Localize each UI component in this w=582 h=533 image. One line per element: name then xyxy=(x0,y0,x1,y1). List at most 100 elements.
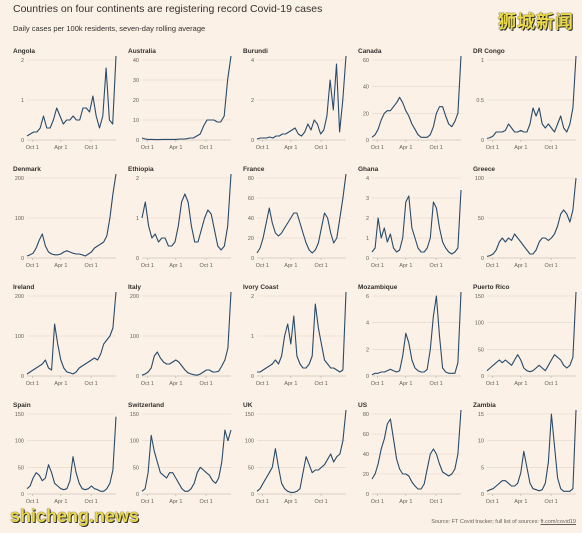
y-tick-label: 80 xyxy=(363,412,369,418)
x-tick-label: Apr 1 xyxy=(284,263,297,269)
y-tick-label: 20 xyxy=(363,111,369,117)
y-tick-label: 0 xyxy=(366,374,369,380)
x-tick-label: Apr 1 xyxy=(399,499,412,505)
panel-title: DR Congo xyxy=(473,48,505,55)
x-tick-label: Oct 1 xyxy=(430,499,443,505)
x-tick-label: Oct 1 xyxy=(545,263,558,269)
x-tick-label: Apr 1 xyxy=(54,263,67,269)
x-tick-label: Oct 1 xyxy=(256,145,269,151)
y-tick-label: 0 xyxy=(136,256,139,262)
watermark-logo-bottom: shicheng.news xyxy=(10,506,140,526)
y-tick-label: 50 xyxy=(478,216,484,222)
x-tick-label: Oct 1 xyxy=(256,381,269,387)
y-tick-label: 0 xyxy=(21,374,24,380)
x-tick-label: Apr 1 xyxy=(399,263,412,269)
x-tick-label: Oct 1 xyxy=(371,263,384,269)
y-tick-label: 100 xyxy=(475,176,484,182)
panel-title: Italy xyxy=(128,284,141,291)
source-note: Source: FT Covid tracker; full list of s… xyxy=(431,519,576,525)
series-line xyxy=(141,173,232,251)
source-link[interactable]: ft.com/covid19 xyxy=(540,519,576,525)
y-tick-label: 60 xyxy=(248,196,254,202)
y-tick-label: 200 xyxy=(15,176,24,182)
panel-italy: Italy 0 100 200 Oct 1 Apr 1 Oct 1 xyxy=(128,284,232,387)
panel-ghana: Ghana 0 1 2 3 4 Oct 1 Apr 1 Oct 1 xyxy=(358,166,462,269)
chart-subtitle: Daily cases per 100k residents, seven-da… xyxy=(13,24,206,33)
y-tick-label: 0 xyxy=(21,492,24,498)
x-tick-label: Apr 1 xyxy=(514,381,527,387)
y-tick-label: 20 xyxy=(248,236,254,242)
x-tick-label: Oct 1 xyxy=(315,381,328,387)
series-line xyxy=(26,291,117,375)
y-tick-label: 40 xyxy=(133,58,139,64)
y-tick-label: 0 xyxy=(136,374,139,380)
x-tick-label: Apr 1 xyxy=(54,145,67,151)
x-tick-label: Apr 1 xyxy=(169,381,182,387)
y-tick-label: 100 xyxy=(15,334,24,340)
series-line xyxy=(371,189,462,255)
x-tick-label: Apr 1 xyxy=(169,499,182,505)
y-tick-label: 2 xyxy=(251,294,254,300)
x-tick-label: Apr 1 xyxy=(169,145,182,151)
x-tick-label: Oct 1 xyxy=(26,263,39,269)
y-tick-label: 0 xyxy=(481,256,484,262)
panel-puerto-rico: Puerto Rico 0 50 100 150 Oct 1 Apr 1 Oct 1 xyxy=(473,284,577,387)
x-tick-label: Oct 1 xyxy=(85,145,98,151)
series-line xyxy=(486,55,577,139)
y-tick-label: 100 xyxy=(130,439,139,445)
x-tick-label: Apr 1 xyxy=(284,499,297,505)
x-tick-label: Apr 1 xyxy=(54,499,67,505)
y-tick-label: 1 xyxy=(251,334,254,340)
panel-ivory-coast: Ivory Coast 0 1 2 Oct 1 Apr 1 Oct 1 xyxy=(243,284,347,387)
x-tick-label: Oct 1 xyxy=(26,145,39,151)
y-tick-label: 1 xyxy=(481,58,484,64)
y-tick-label: 0 xyxy=(136,138,139,144)
x-tick-label: Oct 1 xyxy=(141,263,154,269)
panel-greece: Greece 0 50 100 Oct 1 Apr 1 Oct 1 xyxy=(473,166,577,269)
x-tick-label: Oct 1 xyxy=(315,263,328,269)
y-tick-label: 200 xyxy=(130,294,139,300)
source-prefix: Source: FT Covid tracker; full list of s… xyxy=(431,519,541,525)
panel-title: Ireland xyxy=(13,284,34,291)
panel-canada: Canada 0 20 40 60 Oct 1 Apr 1 Oct 1 xyxy=(358,48,462,151)
y-tick-label: 3 xyxy=(366,196,369,202)
series-line xyxy=(486,409,577,492)
series-line xyxy=(141,55,232,141)
series-line xyxy=(141,291,232,376)
panel-title: Zambia xyxy=(473,402,496,409)
y-tick-label: 80 xyxy=(248,176,254,182)
y-tick-label: 50 xyxy=(133,465,139,471)
x-tick-label: Oct 1 xyxy=(430,381,443,387)
y-tick-label: 2 xyxy=(251,98,254,104)
y-tick-label: 0 xyxy=(481,138,484,144)
y-tick-label: 150 xyxy=(475,294,484,300)
y-tick-label: 0 xyxy=(251,256,254,262)
y-tick-label: 40 xyxy=(363,452,369,458)
y-tick-label: 5 xyxy=(481,465,484,471)
y-tick-label: 1 xyxy=(136,216,139,222)
series-line xyxy=(26,416,117,492)
x-tick-label: Apr 1 xyxy=(169,263,182,269)
x-tick-label: Oct 1 xyxy=(486,381,499,387)
panel-title: UK xyxy=(243,402,253,409)
x-tick-label: Oct 1 xyxy=(26,381,39,387)
x-tick-label: Apr 1 xyxy=(284,145,297,151)
x-tick-label: Oct 1 xyxy=(430,145,443,151)
panel-france: France 0 20 40 60 80 Oct 1 Apr 1 Oct 1 xyxy=(243,166,347,269)
panel-title: Spain xyxy=(13,402,31,409)
x-tick-label: Oct 1 xyxy=(200,263,213,269)
series-line xyxy=(486,291,577,373)
series-line xyxy=(371,409,462,490)
y-tick-label: 4 xyxy=(366,321,369,327)
y-tick-label: 1 xyxy=(366,236,369,242)
x-tick-label: Oct 1 xyxy=(26,499,39,505)
series-line xyxy=(26,55,117,137)
y-tick-label: 15 xyxy=(478,412,484,418)
y-tick-label: 0 xyxy=(481,492,484,498)
panel-title: Greece xyxy=(473,166,495,173)
x-tick-label: Oct 1 xyxy=(315,499,328,505)
y-tick-label: 6 xyxy=(366,294,369,300)
y-tick-label: 0 xyxy=(251,374,254,380)
panel-ireland: Ireland 0 100 200 Oct 1 Apr 1 Oct 1 xyxy=(13,284,117,387)
